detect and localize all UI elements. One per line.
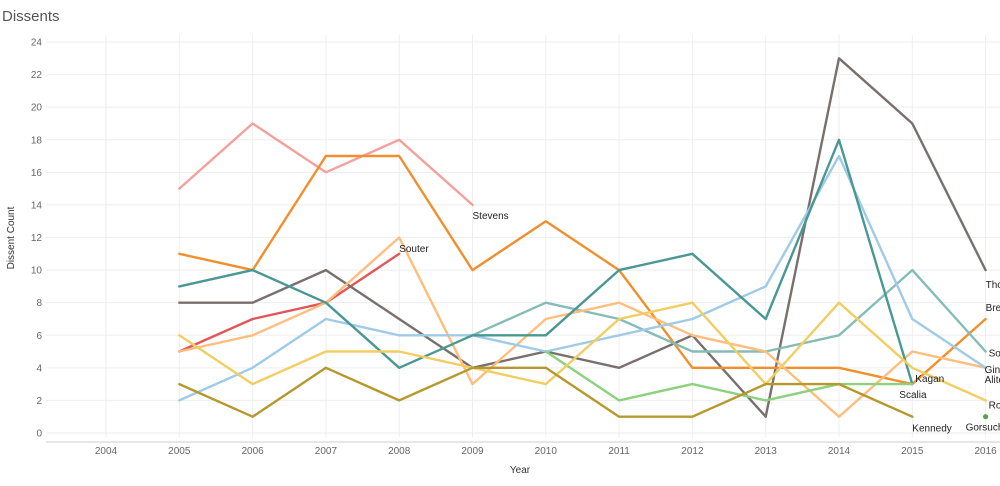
series-label-alito: Alito [985, 375, 1000, 386]
x-tick-label: 2005 [168, 446, 191, 457]
x-tick-label: 2004 [95, 446, 118, 457]
series-label-ginsburg: Ginsburg [985, 365, 1000, 376]
x-tick-label: 2008 [388, 446, 411, 457]
x-tick-label: 2013 [755, 446, 778, 457]
x-tick-label: 2016 [974, 446, 997, 457]
y-tick-label: 4 [36, 363, 42, 374]
series-point-gorsuch[interactable] [983, 414, 989, 420]
y-tick-label: 6 [36, 331, 42, 342]
x-tick-label: 2007 [315, 446, 338, 457]
series-line-breyer[interactable] [178, 154, 987, 386]
series-line-roberts[interactable] [178, 301, 987, 402]
y-axis-label: Dissent Count [6, 206, 17, 269]
series-line-kagan[interactable] [178, 138, 914, 386]
y-tick-label: 20 [31, 103, 43, 114]
series-labels: Stevens Souter Thomas Breyer Sotomayor Ginsbu… [399, 211, 1000, 435]
series-line-sotomayor[interactable] [471, 268, 987, 353]
chart-title: Dissents [2, 8, 60, 25]
series-label-gorsuch: Gorsuch [966, 423, 1000, 434]
x-tick-label: 2011 [608, 446, 630, 457]
y-tick-label: 16 [31, 168, 43, 179]
series-label-roberts: Roberts [989, 400, 1000, 411]
series-label-kagan: Kagan [915, 374, 944, 385]
series-label-souter: Souter [399, 244, 429, 255]
series-label-breyer: Breyer [986, 303, 1000, 314]
y-tick-label: 22 [31, 70, 43, 81]
x-tick-label: 2012 [681, 446, 704, 457]
y-tick-label: 2 [36, 396, 42, 407]
x-axis-label: Year [510, 465, 531, 476]
y-tick-label: 18 [31, 135, 43, 146]
x-tick-label: 2015 [901, 446, 924, 457]
y-tick-label: 8 [36, 298, 42, 309]
series-line-kennedy[interactable] [178, 366, 914, 418]
y-tick-label: 10 [31, 266, 43, 277]
y-tick-label: 0 [36, 429, 42, 440]
x-tick-label: 2009 [461, 446, 484, 457]
y-tick-label: 24 [31, 38, 43, 49]
x-tick-label: 2006 [241, 446, 264, 457]
series-label-thomas: Thomas [986, 280, 1000, 291]
series-label-stevens: Stevens [473, 211, 509, 222]
series-line-souter[interactable] [178, 252, 401, 353]
y-tick-label: 12 [31, 233, 43, 244]
y-tick-label: 14 [31, 200, 43, 211]
series-label-scalia: Scalia [899, 390, 927, 401]
series-label-kennedy: Kennedy [912, 424, 951, 435]
x-tick-label: 2010 [535, 446, 558, 457]
series-line-stevens[interactable] [178, 122, 474, 207]
series-label-sotomayor: Sotomayor [989, 349, 1000, 360]
series-lines [178, 57, 989, 420]
series-line-scalia[interactable] [544, 350, 914, 402]
series-line-ginsburg[interactable] [178, 236, 987, 418]
series-line-thomas[interactable] [178, 57, 987, 418]
x-tick-label: 2014 [828, 446, 851, 457]
